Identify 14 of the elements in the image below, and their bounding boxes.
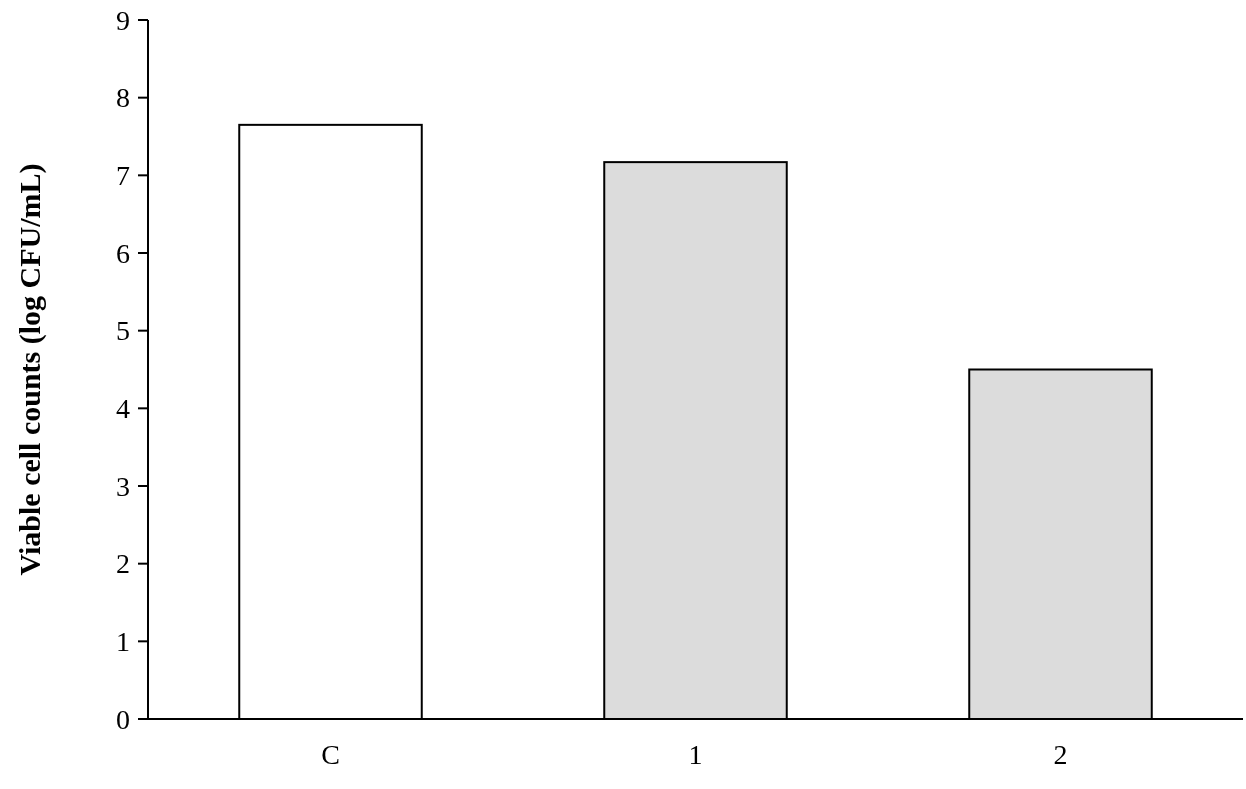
- y-tick-label: 8: [116, 82, 130, 114]
- x-tick-label: C: [321, 739, 340, 770]
- x-tick-label: 1: [688, 739, 703, 770]
- y-tick-label: 1: [116, 626, 130, 658]
- y-axis-title: Viable cell counts (log CFU/mL): [13, 163, 47, 576]
- y-tick-label: 5: [116, 315, 130, 347]
- y-tick-label: 0: [116, 703, 130, 735]
- y-tick-label: 9: [116, 4, 130, 36]
- y-tick-label: 4: [116, 393, 130, 425]
- x-tick-label: 2: [1053, 739, 1068, 770]
- y-tick-label: 7: [116, 160, 130, 192]
- y-tick-label: 2: [116, 548, 130, 580]
- y-tick-label: 3: [116, 470, 130, 502]
- y-tick-label: 6: [116, 237, 130, 269]
